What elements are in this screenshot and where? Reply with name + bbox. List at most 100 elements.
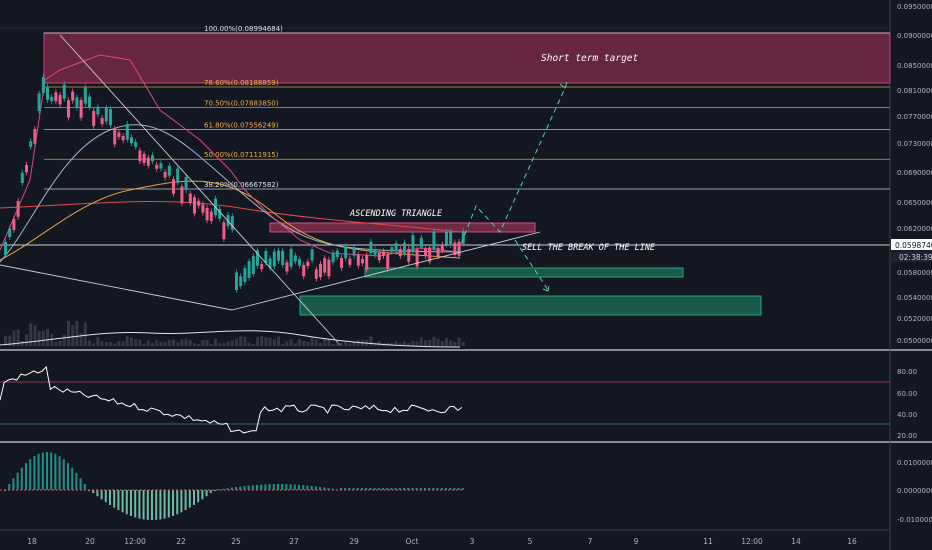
- candle-body[interactable]: [50, 96, 54, 102]
- candle-body[interactable]: [172, 179, 175, 194]
- candle-body[interactable]: [37, 93, 41, 111]
- candle-body[interactable]: [222, 222, 226, 239]
- lower-trend-line[interactable]: [0, 264, 233, 311]
- candle-body[interactable]: [239, 276, 243, 286]
- candle-body[interactable]: [398, 248, 402, 257]
- bearish-projection-arrow[interactable]: [514, 239, 549, 291]
- candle-body[interactable]: [109, 109, 112, 126]
- ascending-support-line[interactable]: [231, 231, 541, 311]
- candle-body[interactable]: [134, 142, 138, 147]
- candle-body[interactable]: [130, 137, 133, 144]
- candle-body[interactable]: [33, 129, 37, 144]
- candle-body[interactable]: [121, 136, 125, 141]
- candle-body[interactable]: [298, 259, 301, 266]
- candle-body[interactable]: [54, 92, 58, 102]
- candle-body[interactable]: [293, 255, 297, 262]
- candle-body[interactable]: [193, 197, 196, 214]
- candle-body[interactable]: [310, 249, 314, 261]
- candle-body[interactable]: [88, 96, 91, 108]
- candle-body[interactable]: [12, 219, 16, 230]
- candle-body[interactable]: [20, 172, 24, 183]
- candle-body[interactable]: [62, 84, 66, 99]
- candle-body[interactable]: [230, 216, 234, 230]
- candle-body[interactable]: [428, 247, 432, 262]
- candle-body[interactable]: [29, 141, 33, 147]
- candle-body[interactable]: [319, 263, 322, 278]
- candle-body[interactable]: [260, 264, 264, 270]
- candle-body[interactable]: [419, 237, 423, 248]
- candle-body[interactable]: [113, 128, 117, 145]
- support-zone-upper[interactable]: [364, 267, 684, 278]
- candle-body[interactable]: [16, 201, 20, 217]
- candle-body[interactable]: [251, 256, 255, 274]
- candle-body[interactable]: [125, 123, 129, 140]
- candle-body[interactable]: [415, 249, 419, 267]
- candle-body[interactable]: [386, 254, 390, 269]
- candle-body[interactable]: [394, 243, 398, 252]
- candle-body[interactable]: [163, 172, 167, 178]
- candle-body[interactable]: [335, 250, 339, 258]
- candle-body[interactable]: [155, 164, 159, 169]
- candle-body[interactable]: [390, 247, 394, 252]
- candle-body[interactable]: [25, 165, 28, 173]
- candle-body[interactable]: [100, 118, 104, 125]
- candle-body[interactable]: [79, 100, 83, 118]
- candle-body[interactable]: [104, 107, 108, 122]
- candle-body[interactable]: [180, 186, 184, 204]
- candle-body[interactable]: [176, 168, 180, 183]
- support-zone-lower[interactable]: [299, 295, 762, 316]
- bullish-projection-arrow[interactable]: [457, 87, 566, 253]
- candle-body[interactable]: [264, 251, 268, 263]
- candle-body[interactable]: [411, 235, 415, 253]
- candle-body[interactable]: [201, 204, 205, 213]
- candle-body[interactable]: [361, 258, 364, 264]
- candle-body[interactable]: [373, 249, 377, 255]
- candle-body[interactable]: [58, 94, 62, 105]
- downtrend-line[interactable]: [59, 34, 341, 346]
- candle-body[interactable]: [243, 268, 247, 282]
- candle-body[interactable]: [314, 269, 318, 279]
- candle-body[interactable]: [365, 255, 369, 270]
- short-term-target-zone[interactable]: [43, 32, 891, 84]
- candle-body[interactable]: [432, 231, 436, 250]
- candle-body[interactable]: [377, 252, 381, 261]
- price-axis[interactable]: 0.09500000 0.09000000 0.08500000 0.08100000…: [897, 3, 932, 345]
- candle-body[interactable]: [306, 261, 310, 267]
- candle-body[interactable]: [277, 250, 280, 261]
- candle-body[interactable]: [8, 228, 12, 237]
- time-axis[interactable]: 18 20 12:00 22 25 27 29 Oct 3 5 7 9 11 12:00 14 16: [27, 537, 857, 546]
- macd-axis[interactable]: 0.01000000 0.00000000 -0.01000000: [897, 459, 932, 524]
- candle-body[interactable]: [285, 262, 289, 272]
- candle-body[interactable]: [159, 163, 163, 169]
- candle-body[interactable]: [356, 254, 360, 266]
- candle-body[interactable]: [41, 76, 45, 93]
- candle-body[interactable]: [218, 208, 222, 219]
- candle-body[interactable]: [247, 261, 251, 278]
- candle-body[interactable]: [281, 250, 285, 265]
- candle-body[interactable]: [67, 100, 70, 118]
- candle-body[interactable]: [184, 177, 188, 190]
- candle-body[interactable]: [445, 231, 448, 245]
- candle-body[interactable]: [83, 87, 87, 104]
- candle-body[interactable]: [272, 251, 276, 267]
- rsi-axis[interactable]: 80.00 60.00 40.00 20.00: [897, 368, 917, 440]
- candle-body[interactable]: [92, 110, 96, 126]
- candle-body[interactable]: [46, 86, 49, 100]
- candle-body[interactable]: [142, 154, 146, 163]
- candle-body[interactable]: [369, 241, 373, 254]
- candle-body[interactable]: [197, 200, 201, 206]
- candle-body[interactable]: [403, 242, 406, 254]
- candle-body[interactable]: [209, 211, 213, 221]
- resistance-zone[interactable]: [269, 222, 536, 233]
- candle-body[interactable]: [461, 230, 465, 244]
- candle-body[interactable]: [348, 258, 352, 265]
- candle-body[interactable]: [188, 193, 192, 203]
- candle-body[interactable]: [440, 244, 444, 251]
- candle-body[interactable]: [268, 258, 272, 268]
- candle-body[interactable]: [151, 155, 154, 162]
- candle-body[interactable]: [289, 248, 293, 267]
- candle-body[interactable]: [205, 208, 209, 221]
- candle-body[interactable]: [96, 106, 100, 115]
- candle-body[interactable]: [382, 251, 385, 256]
